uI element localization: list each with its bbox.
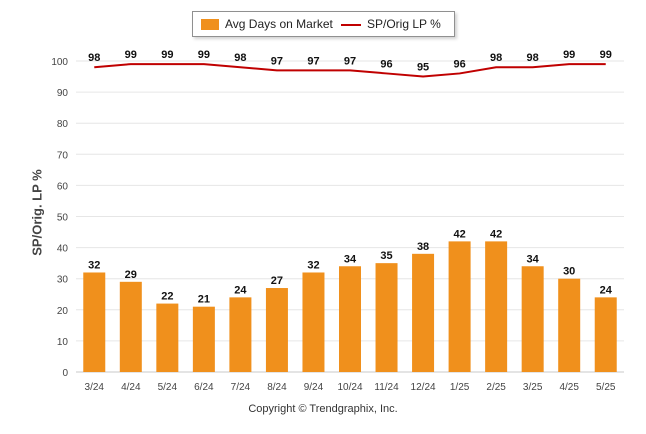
x-tick-label: 10/24	[337, 382, 362, 393]
line-path	[94, 63, 606, 78]
line-data-label: 99	[600, 49, 612, 61]
bar-data-label: 34	[527, 253, 540, 265]
bar-data-label: 32	[307, 259, 319, 271]
bar-series: 32 29 22 21 24 27 32 34 35 38 42 42 34 30 24	[83, 228, 617, 372]
x-tick-label: 5/24	[158, 382, 178, 393]
line-data-label: 97	[307, 55, 319, 67]
line-data-label: 99	[161, 49, 173, 61]
bar-data-label: 27	[271, 275, 283, 287]
bar-data-label: 35	[380, 250, 392, 262]
bar	[229, 297, 252, 372]
y-tick-label: 20	[57, 306, 69, 317]
chart-legend: Avg Days on Market SP/Orig LP %	[192, 11, 455, 37]
y-tick-label: 80	[57, 119, 69, 130]
line-data-label: 99	[198, 49, 210, 61]
line-data-label: 99	[125, 49, 137, 61]
bar	[448, 241, 471, 372]
legend-item-days[interactable]: Avg Days on Market	[201, 17, 333, 31]
bar-data-label: 24	[234, 284, 247, 296]
x-tick-label: 8/24	[267, 382, 287, 393]
copyright-footer: Copyright © Trendgraphix, Inc.	[248, 403, 398, 415]
x-tick-label: 5/25	[596, 382, 616, 393]
y-axis-label: SP/Orig. LP %	[29, 169, 45, 256]
line-data-label: 97	[271, 55, 283, 67]
y-tick-label: 70	[57, 150, 69, 161]
bar	[156, 303, 179, 372]
bar	[83, 272, 106, 372]
bar	[339, 266, 361, 372]
bar	[485, 241, 508, 372]
bar-data-label: 42	[453, 228, 465, 240]
bar-data-label: 32	[88, 259, 100, 271]
line-data-label: 98	[490, 52, 502, 64]
legend-label-days: Avg Days on Market	[225, 17, 333, 31]
y-tick-label: 0	[62, 368, 68, 379]
bar-data-label: 42	[490, 228, 502, 240]
bar	[375, 263, 398, 372]
x-tick-label: 4/24	[121, 382, 141, 393]
y-tick-label: 100	[51, 57, 68, 68]
bar	[192, 306, 215, 372]
legend-item-splp[interactable]: SP/Orig LP %	[341, 17, 441, 31]
x-tick-label: 1/25	[450, 382, 470, 393]
bar	[521, 266, 544, 372]
x-axis-ticks: 3/24 4/24 5/24 6/24 7/24 8/24 9/24 10/24 11/24 12…	[85, 382, 616, 393]
y-tick-label: 90	[57, 88, 69, 99]
y-tick-label: 50	[57, 213, 69, 224]
legend-label-splp: SP/Orig LP %	[367, 17, 441, 31]
bar-data-label: 34	[344, 253, 357, 265]
legend-bar-swatch	[201, 19, 219, 30]
bar	[119, 281, 142, 372]
y-tick-label: 10	[57, 337, 69, 348]
line-data-label: 98	[88, 52, 100, 64]
bar-data-label: 24	[600, 284, 613, 296]
bar-data-label: 21	[198, 294, 210, 306]
x-tick-label: 7/24	[231, 382, 251, 393]
bar-data-label: 38	[417, 241, 429, 253]
line-data-label: 96	[453, 58, 465, 70]
y-tick-label: 30	[57, 275, 69, 286]
bar	[265, 288, 288, 372]
y-tick-label: 60	[57, 181, 69, 192]
x-tick-label: 6/24	[194, 382, 214, 393]
bar-data-label: 30	[563, 266, 575, 278]
y-tick-label: 40	[57, 244, 69, 255]
x-tick-label: 9/24	[304, 382, 324, 393]
line-data-label: 99	[563, 49, 575, 61]
line-data-label: 97	[344, 55, 356, 67]
y-axis-ticks: 0 10 20 30 40 50 60 70 80 90 100	[51, 57, 68, 379]
line-data-label: 98	[527, 52, 539, 64]
line-data-label: 95	[417, 62, 429, 74]
x-tick-label: 12/24	[411, 382, 436, 393]
x-tick-label: 3/24	[85, 382, 105, 393]
bar	[594, 297, 617, 372]
bar-data-label: 22	[161, 291, 173, 303]
legend-line-swatch	[341, 24, 361, 26]
bar	[302, 272, 325, 372]
x-tick-label: 11/24	[374, 382, 399, 393]
bar	[412, 253, 435, 372]
bar-data-label: 29	[125, 269, 137, 281]
x-tick-label: 4/25	[559, 382, 579, 393]
bar	[558, 278, 581, 372]
x-tick-label: 3/25	[523, 382, 543, 393]
x-tick-label: 2/25	[486, 382, 506, 393]
line-series: 98 99 99 99 98 97 97 97 96 95 96 98 98 99 99	[88, 49, 612, 78]
line-data-label: 98	[234, 52, 246, 64]
line-data-label: 96	[380, 58, 392, 70]
